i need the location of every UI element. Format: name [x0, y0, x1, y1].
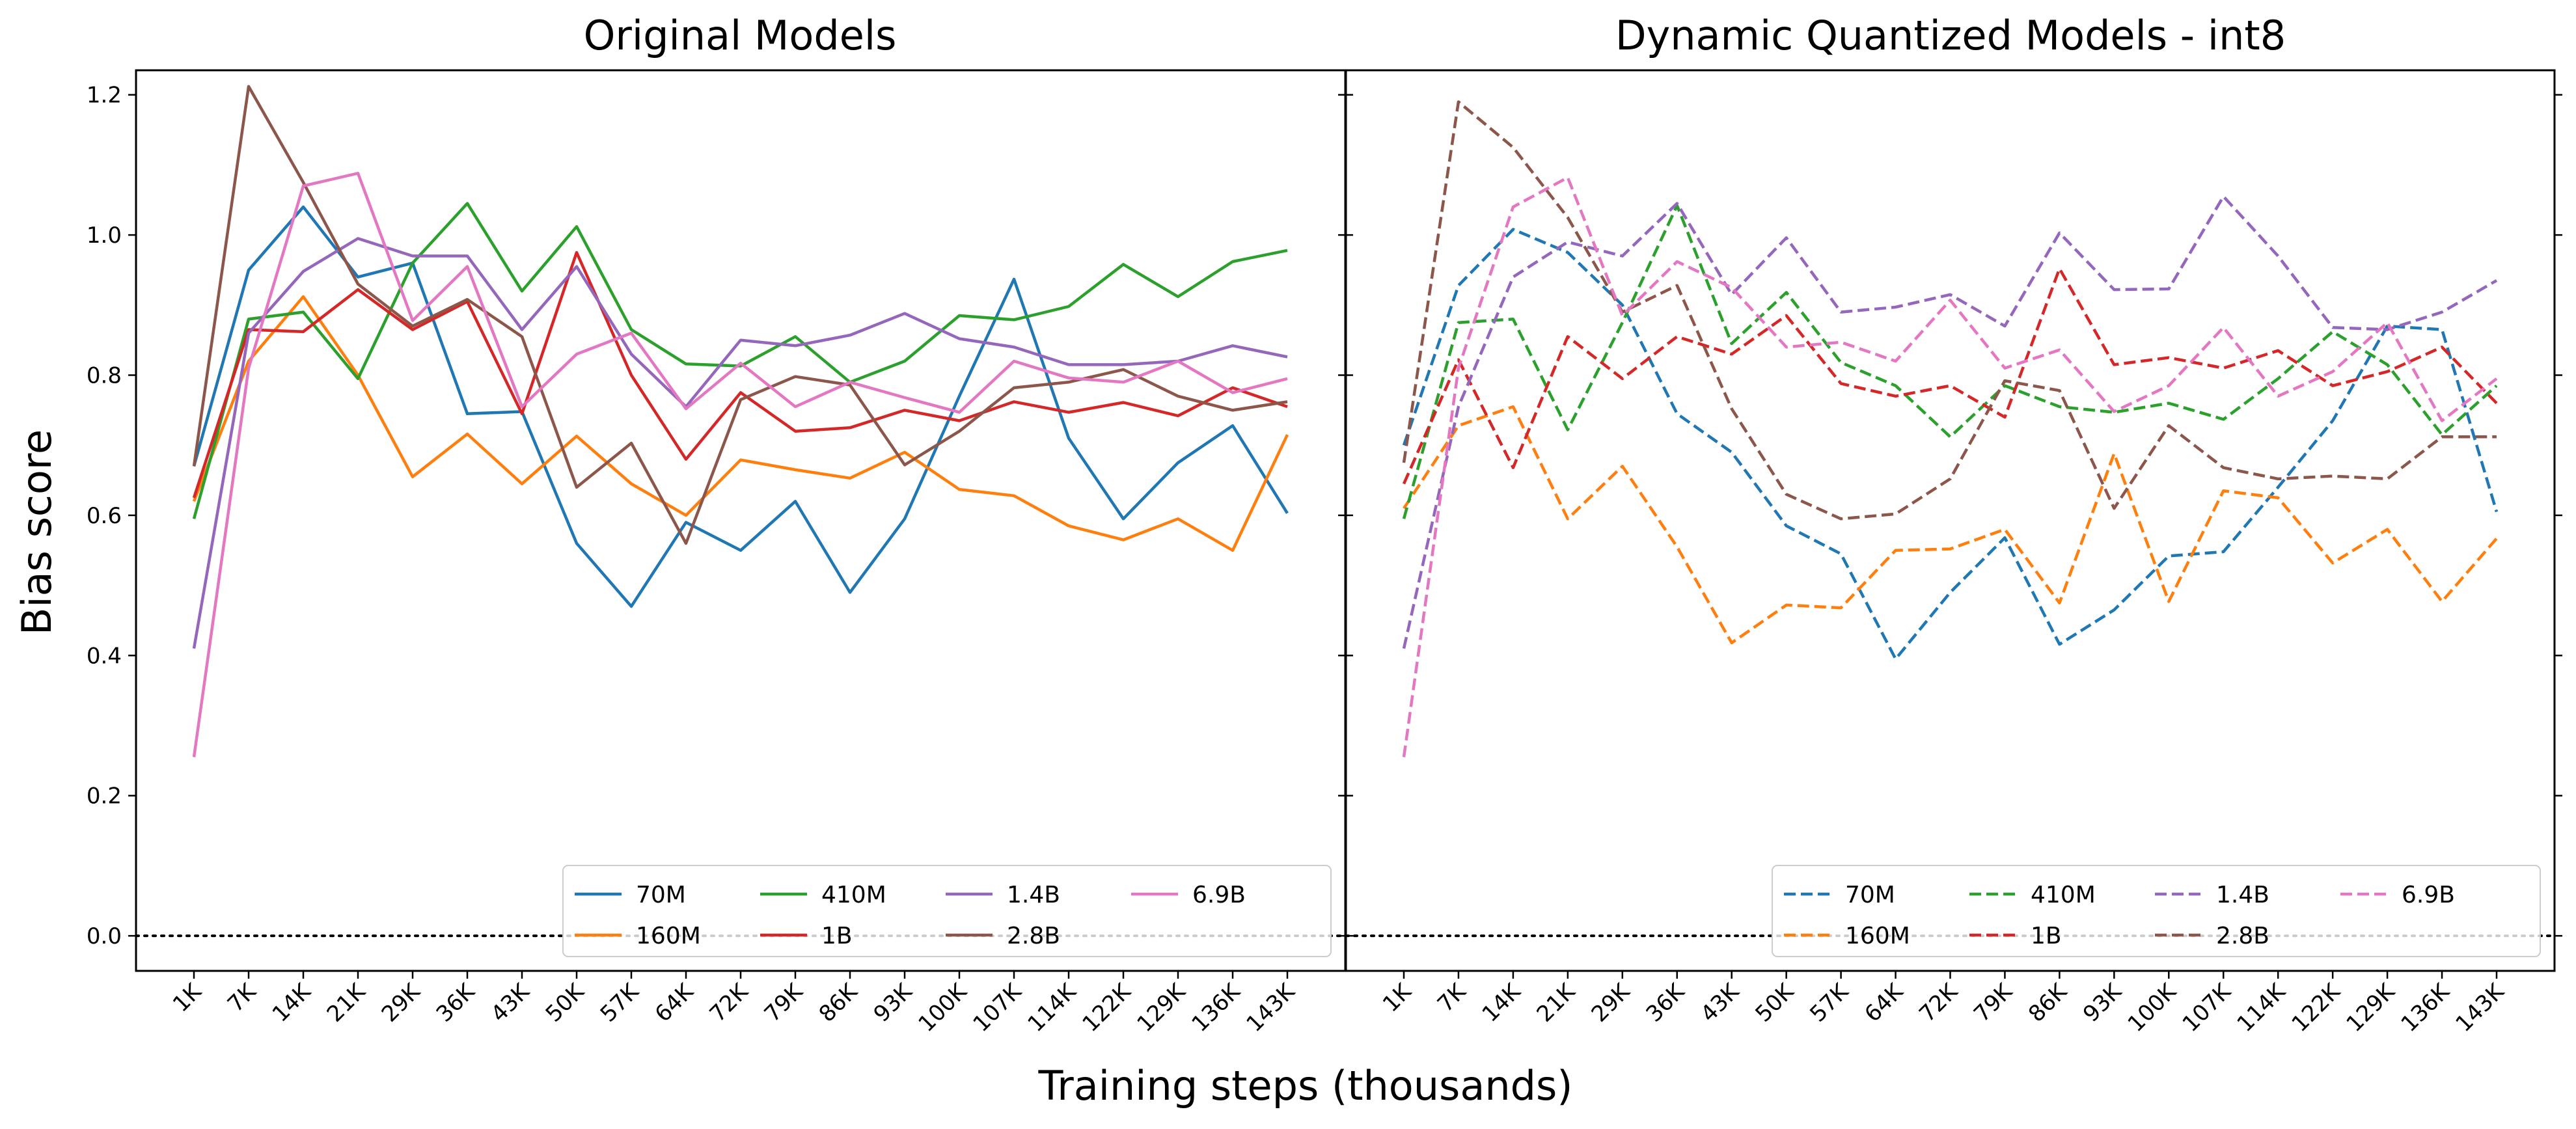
- legend-label-160M: 160M: [1845, 923, 1910, 949]
- y-tick-label: 1.0: [87, 223, 122, 249]
- legend-label-410M: 410M: [2031, 882, 2096, 908]
- legend-label-410M: 410M: [821, 882, 886, 908]
- legend-label-1.4B: 1.4B: [2216, 882, 2269, 908]
- series-line-160M: [192, 295, 1289, 552]
- legend-box: [562, 865, 1332, 957]
- y-tick-label: 0.2: [87, 783, 122, 809]
- x-axis-label: Training steps (thousands): [1038, 1062, 1573, 1109]
- y-axis-label: Bias score: [13, 429, 61, 635]
- legend-label-1B: 1B: [821, 923, 853, 949]
- series-line-1B: [192, 251, 1288, 498]
- series-line-2.8B: [1402, 100, 2497, 521]
- series-line-410M: [1402, 204, 2498, 519]
- panel-title: Original Models: [584, 12, 897, 59]
- series-line-6.9B: [192, 172, 1288, 757]
- legend-label-1B: 1B: [2031, 923, 2062, 949]
- series-line-6.9B: [1402, 176, 2498, 757]
- legend-label-6.9B: 6.9B: [2402, 882, 2455, 908]
- y-tick-label: 0.4: [87, 643, 122, 669]
- y-tick-label: 0.6: [87, 503, 122, 529]
- legend-label-1.4B: 1.4B: [1007, 882, 1060, 908]
- y-tick-label: 0.0: [87, 923, 122, 949]
- legend: 70M 160M 410M 1B 1.4B 2.8B 6.9B: [1772, 865, 2541, 957]
- series-line-1.4B: [192, 237, 1288, 649]
- legend-label-2.8B: 2.8B: [2216, 923, 2269, 949]
- series-line-160M: [1403, 405, 2498, 645]
- series-line-2.8B: [192, 85, 1288, 545]
- legend-label-70M: 70M: [636, 882, 686, 908]
- legend-box: [1772, 865, 2541, 957]
- series-layer: [192, 85, 1289, 757]
- series-line-70M: [1402, 228, 2499, 660]
- legend-label-2.8B: 2.8B: [1007, 923, 1060, 949]
- y-tick-label: 0.8: [87, 363, 122, 389]
- series-line-410M: [192, 202, 1288, 519]
- legend-label-6.9B: 6.9B: [1192, 882, 1246, 908]
- series-layer: [1402, 100, 2499, 757]
- legend-label-70M: 70M: [1845, 882, 1895, 908]
- legend: 70M 160M 410M 1B 1.4B 2.8B 6.9B: [562, 865, 1332, 957]
- series-line-1.4B: [1402, 195, 2498, 649]
- panel-title: Dynamic Quantized Models - int8: [1615, 12, 2286, 59]
- series-line-70M: [192, 205, 1289, 608]
- legend-label-160M: 160M: [636, 923, 701, 949]
- y-tick-label: 1.2: [87, 83, 122, 109]
